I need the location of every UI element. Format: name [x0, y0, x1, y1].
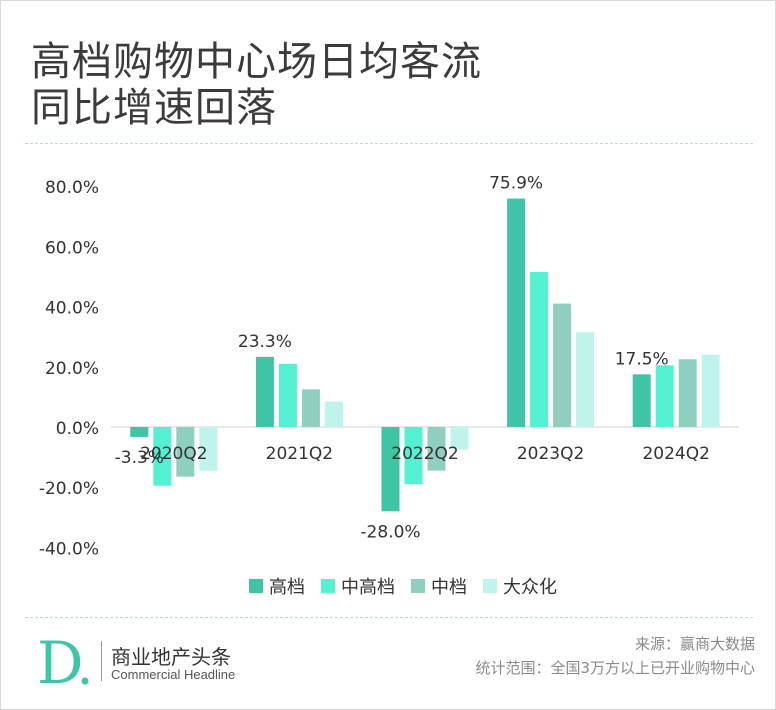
logo-letter: D — [37, 631, 84, 691]
legend-item-zhonggaodang: 中高档 — [321, 573, 395, 599]
y-tick-label: 40.0% — [45, 299, 99, 319]
bar-2020Q2-2 — [176, 427, 195, 477]
bar-2022Q2-3 — [450, 427, 469, 450]
data-label: 23.3% — [238, 332, 292, 352]
chart-title-line-1: 高档购物中心场日均客流 — [31, 39, 482, 85]
bar-2021Q2-0 — [255, 356, 274, 427]
legend-swatch — [411, 579, 425, 593]
y-tick-label: -20.0% — [39, 479, 99, 499]
bar-2024Q2-1 — [655, 365, 674, 427]
legend-swatch — [249, 579, 263, 593]
x-tick-label: 2023Q2 — [517, 444, 584, 464]
bar-2023Q2-1 — [530, 271, 549, 427]
brand-name-en: Commercial Headline — [111, 667, 236, 682]
y-tick-label: 60.0% — [45, 238, 99, 258]
bottom-divider — [25, 617, 753, 618]
brand-logo: D — [37, 631, 89, 691]
x-tick-label: 2022Q2 — [391, 444, 458, 464]
bar-2023Q2-2 — [553, 303, 572, 427]
scope-note: 统计范围：全国3万方以上已开业购物中心 — [475, 659, 755, 677]
bar-2020Q2-1 — [153, 427, 172, 486]
y-tick-label: 80.0% — [45, 178, 99, 198]
bar-2022Q2-0 — [381, 427, 400, 512]
data-label: 17.5% — [615, 349, 669, 369]
bar-2023Q2-0 — [507, 198, 526, 427]
brand-divider — [101, 641, 102, 681]
chart-title-line-2: 同比增速回落 — [31, 85, 277, 131]
bar-2023Q2-3 — [576, 332, 595, 427]
bar-2024Q2-0 — [632, 374, 651, 427]
bar-chart: 80.0% 60.0% 40.0% 20.0% 0.0% -20.0% -40.0% 2020… — [39, 174, 739, 559]
bar-2020Q2-0 — [130, 427, 149, 437]
brand-name-cn: 商业地产头条 — [111, 645, 231, 669]
legend-label: 中高档 — [341, 577, 395, 598]
legend-label: 中档 — [431, 577, 467, 598]
top-divider — [25, 143, 753, 144]
bar-2020Q2-3 — [199, 427, 218, 471]
y-tick-label: 20.0% — [45, 359, 99, 379]
legend-label: 高档 — [269, 577, 305, 598]
source-note: 来源：赢商大数据 — [634, 635, 755, 653]
legend-swatch — [321, 579, 335, 593]
data-label: 75.9% — [489, 174, 543, 194]
bar-2022Q2-2 — [427, 427, 446, 471]
legend-label: 大众化 — [503, 577, 557, 598]
data-label: -3.3% — [115, 448, 164, 468]
y-tick-label: 0.0% — [56, 419, 99, 439]
data-label: -28.0% — [360, 522, 420, 542]
y-tick-label: -40.0% — [39, 539, 99, 559]
bar-2022Q2-1 — [404, 427, 423, 485]
legend-swatch — [483, 579, 497, 593]
bar-2021Q2-1 — [278, 363, 297, 427]
bar-2024Q2-3 — [701, 354, 720, 427]
legend-item-gaodang: 高档 — [249, 573, 305, 599]
bar-2021Q2-2 — [301, 389, 320, 427]
bar-2021Q2-3 — [324, 401, 343, 427]
legend-item-zhongdang: 中档 — [411, 573, 467, 599]
x-tick-label: 2024Q2 — [642, 444, 709, 464]
legend: 高档 中高档 中档 大众化 — [249, 573, 557, 599]
bar-2024Q2-2 — [678, 359, 697, 427]
x-tick-label: 2020Q2 — [140, 444, 207, 464]
legend-item-dazhonghua: 大众化 — [483, 573, 557, 599]
x-tick-label: 2021Q2 — [266, 444, 333, 464]
